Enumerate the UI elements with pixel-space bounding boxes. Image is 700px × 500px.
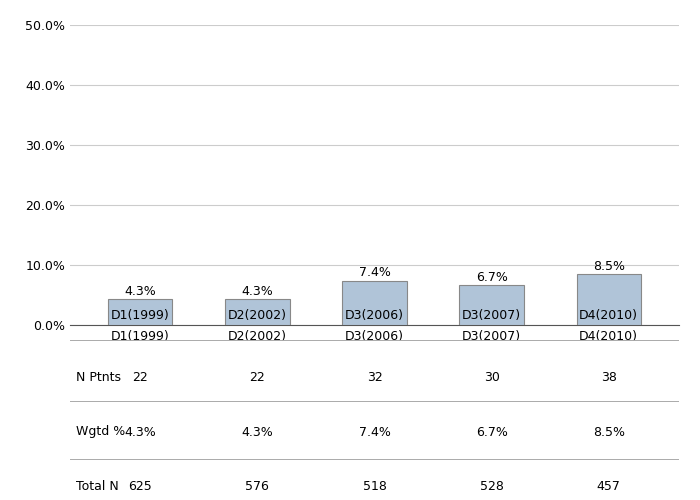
Text: D3(2007): D3(2007) bbox=[462, 308, 522, 322]
Text: N Ptnts: N Ptnts bbox=[76, 371, 121, 384]
Text: Wgtd %: Wgtd % bbox=[76, 426, 125, 438]
Text: D1(1999): D1(1999) bbox=[111, 308, 169, 322]
Text: 30: 30 bbox=[484, 371, 500, 384]
Text: 457: 457 bbox=[597, 480, 621, 493]
Text: 6.7%: 6.7% bbox=[476, 270, 508, 283]
Text: 518: 518 bbox=[363, 480, 386, 493]
Text: D2(2002): D2(2002) bbox=[228, 308, 287, 322]
Text: 22: 22 bbox=[249, 371, 265, 384]
Text: D4(2010): D4(2010) bbox=[579, 308, 638, 322]
Bar bbox=[225, 299, 290, 325]
Bar bbox=[342, 280, 407, 325]
Bar bbox=[459, 285, 524, 325]
Text: 528: 528 bbox=[480, 480, 503, 493]
Text: 4.3%: 4.3% bbox=[241, 426, 273, 438]
Text: Total N: Total N bbox=[76, 480, 119, 493]
Text: D3(2006): D3(2006) bbox=[345, 308, 404, 322]
Text: 7.4%: 7.4% bbox=[358, 426, 391, 438]
Text: 4.3%: 4.3% bbox=[241, 285, 273, 298]
Text: 8.5%: 8.5% bbox=[593, 260, 624, 273]
Text: 7.4%: 7.4% bbox=[358, 266, 391, 280]
Bar bbox=[577, 274, 641, 325]
Text: 4.3%: 4.3% bbox=[125, 426, 156, 438]
Text: 4.3%: 4.3% bbox=[125, 285, 156, 298]
Text: 32: 32 bbox=[367, 371, 382, 384]
Text: 576: 576 bbox=[246, 480, 270, 493]
Text: 6.7%: 6.7% bbox=[476, 426, 508, 438]
Text: 625: 625 bbox=[128, 480, 152, 493]
Text: 22: 22 bbox=[132, 371, 148, 384]
Text: 8.5%: 8.5% bbox=[593, 426, 624, 438]
Text: 38: 38 bbox=[601, 371, 617, 384]
Bar bbox=[108, 299, 172, 325]
